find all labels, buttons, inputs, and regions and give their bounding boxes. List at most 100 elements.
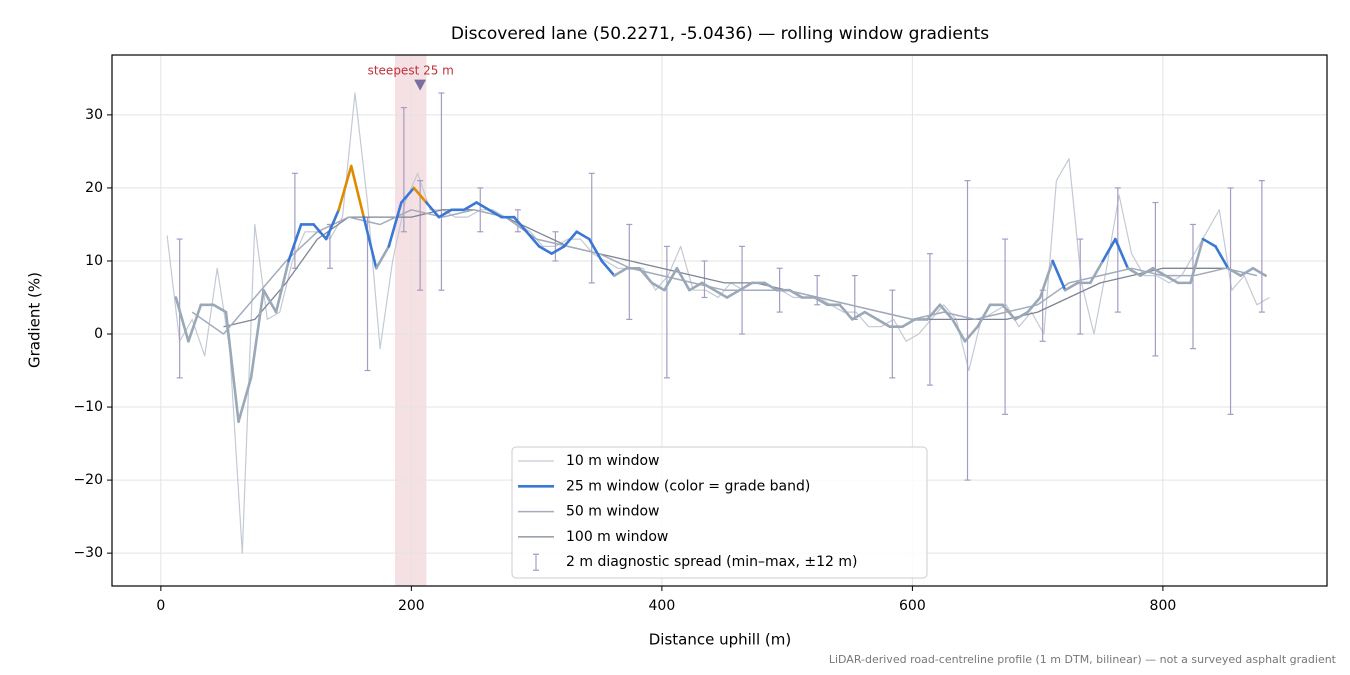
line-segment [1151, 266, 1167, 277]
line-segment [187, 303, 203, 343]
y-axis-label: Gradient (%) [26, 272, 44, 368]
line-segment [425, 201, 441, 219]
line-segment [838, 303, 854, 321]
line-segment [863, 310, 879, 321]
error-bar [400, 106, 407, 233]
legend-label: 10 m window [566, 453, 659, 469]
line-segment [475, 201, 491, 212]
line-segment [249, 288, 265, 380]
line-segment [224, 310, 240, 423]
line-segment [1114, 237, 1130, 270]
line-segment [901, 318, 917, 329]
line-segment [713, 288, 729, 299]
legend-label: 25 m window (color = grade band) [566, 478, 810, 494]
line-segment [1038, 259, 1054, 299]
line-segment [938, 303, 954, 321]
y-tick-label: −20 [73, 472, 103, 488]
line-segment [287, 223, 303, 263]
line-segment [1214, 245, 1230, 270]
line-segment [1189, 237, 1205, 285]
line-segment [1201, 237, 1217, 248]
line-segment [550, 245, 566, 255]
error-bar [663, 245, 670, 379]
series-line [166, 92, 1270, 554]
line-segment [1051, 259, 1067, 292]
line-segment [262, 288, 278, 314]
line-segment [537, 245, 553, 255]
error-bar [1077, 238, 1084, 335]
line-segment [926, 303, 942, 321]
error-bar [701, 260, 708, 299]
line-segment [813, 296, 829, 307]
line-segment [1251, 266, 1267, 277]
line-segment [963, 325, 979, 343]
line-segment [487, 208, 503, 219]
line-segment [763, 281, 779, 292]
line-segment [512, 215, 528, 234]
line-segment [612, 266, 629, 277]
line-segment [562, 230, 579, 248]
error-bar [1002, 238, 1009, 415]
line-segment [600, 259, 616, 277]
line-segment [587, 237, 604, 263]
line-segment [1164, 274, 1180, 285]
legend-label: 2 m diagnostic spread (min–max, ±12 m) [566, 554, 857, 570]
line-segment [174, 296, 190, 343]
line-segment [575, 230, 591, 241]
plot-frame [111, 54, 1328, 587]
legend-box [511, 446, 928, 579]
line-segment [437, 208, 453, 219]
error-bar [1114, 187, 1121, 313]
error-bar [552, 231, 559, 262]
line-segment [349, 164, 366, 219]
line-segment [1239, 266, 1255, 277]
line-segment [700, 281, 716, 292]
line-segment [1063, 281, 1080, 292]
y-tick-label: 0 [94, 326, 103, 342]
error-bar [1152, 201, 1159, 357]
line-segment [374, 245, 391, 270]
x-tick-label: 600 [899, 598, 926, 614]
line-segment [1226, 266, 1242, 277]
line-segment [1101, 237, 1117, 263]
line-segment [1139, 266, 1155, 277]
steepest-marker [414, 79, 427, 91]
error-bar [889, 289, 896, 379]
steepest-label: steepest 25 m [368, 64, 454, 78]
line-segment [412, 186, 428, 204]
y-tick-label: −10 [73, 399, 103, 415]
line-segment [876, 318, 892, 329]
line-segment [274, 259, 290, 314]
line-segment [212, 303, 228, 314]
line-segment [1088, 259, 1105, 285]
line-segment [1126, 266, 1142, 277]
y-tick-label: 30 [85, 107, 103, 123]
series-line [223, 209, 1226, 328]
error-bar [964, 180, 971, 481]
line-segment [1026, 296, 1042, 314]
line-segment [738, 281, 754, 292]
error-bar [477, 187, 484, 233]
line-segment [237, 376, 253, 423]
error-bar [1227, 187, 1234, 415]
chart-title: Discovered lane (50.2271, -5.0436) — rol… [451, 24, 989, 44]
legend-label: 100 m window [566, 529, 668, 545]
x-tick-label: 200 [398, 598, 425, 614]
error-bar [626, 223, 633, 321]
highlight-span [395, 55, 427, 586]
line-segment [1001, 303, 1017, 321]
footnote: LiDAR-derived road-centreline profile (1… [829, 653, 1337, 666]
line-segment [337, 164, 353, 212]
x-tick-label: 0 [156, 598, 165, 614]
line-segment [663, 266, 679, 292]
line-segment [638, 266, 654, 285]
line-segment [951, 318, 967, 343]
x-tick-label: 400 [649, 598, 676, 614]
line-segment [688, 281, 704, 292]
line-segment [387, 201, 403, 248]
error-bar [1189, 223, 1196, 350]
y-tick-label: −30 [73, 545, 103, 561]
error-bar [1258, 180, 1265, 313]
line-segment [675, 266, 691, 292]
